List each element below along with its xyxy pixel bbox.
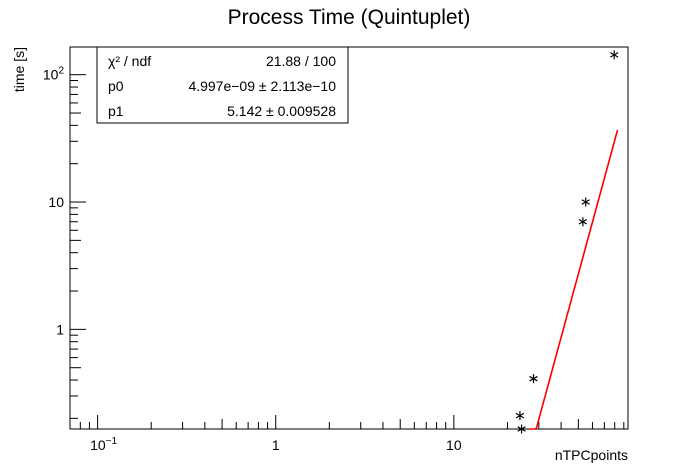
stat-value-chi2: 21.88 / 100: [266, 53, 336, 69]
data-point-stroke: [517, 426, 526, 432]
stat-value-p0: 4.997e−09 ± 2.113e−10: [188, 78, 336, 94]
data-point: [581, 197, 590, 207]
data-point: [578, 217, 588, 227]
data-point-stroke: [515, 412, 525, 419]
data-point: [529, 374, 538, 384]
data-point: [515, 411, 525, 421]
data-points: [515, 50, 619, 434]
stat-value-p1: 5.142 ± 0.009528: [227, 103, 336, 119]
stats-box-border: [96, 46, 349, 124]
data-point-stroke: [581, 199, 590, 205]
x-tick-label: 10: [446, 437, 462, 453]
x-tick-label: 10−1: [90, 436, 117, 453]
y-axis-label: time [s]: [11, 47, 27, 92]
fit-curve: [529, 129, 619, 430]
axis-ticks: [69, 74, 625, 429]
stat-name-p0: p0: [108, 78, 124, 94]
x-tick-label: 1: [272, 437, 280, 453]
y-tick-label: 1: [56, 321, 64, 337]
stat-name-p1: p1: [108, 103, 124, 119]
data-point: [517, 424, 526, 434]
y-tick-label: 102: [43, 66, 65, 83]
stat-name-chi2: χ² / ndf: [108, 53, 151, 69]
axis-tick-labels: 10−1 1 10 1 10 102: [43, 66, 462, 453]
data-point-stroke: [610, 52, 619, 58]
plot-frame: [69, 46, 629, 430]
chart-title: Process Time (Quintuplet): [228, 6, 471, 29]
x-axis-label: nTPCpoints: [555, 447, 628, 463]
fit-stats-box: χ² / ndf 21.88 / 100 p0 4.997e−09 ± 2.11…: [96, 46, 349, 124]
y-tick-label: 10: [48, 194, 64, 210]
data-point: [610, 50, 619, 60]
data-point-stroke: [578, 218, 588, 225]
data-point-stroke: [529, 375, 538, 382]
